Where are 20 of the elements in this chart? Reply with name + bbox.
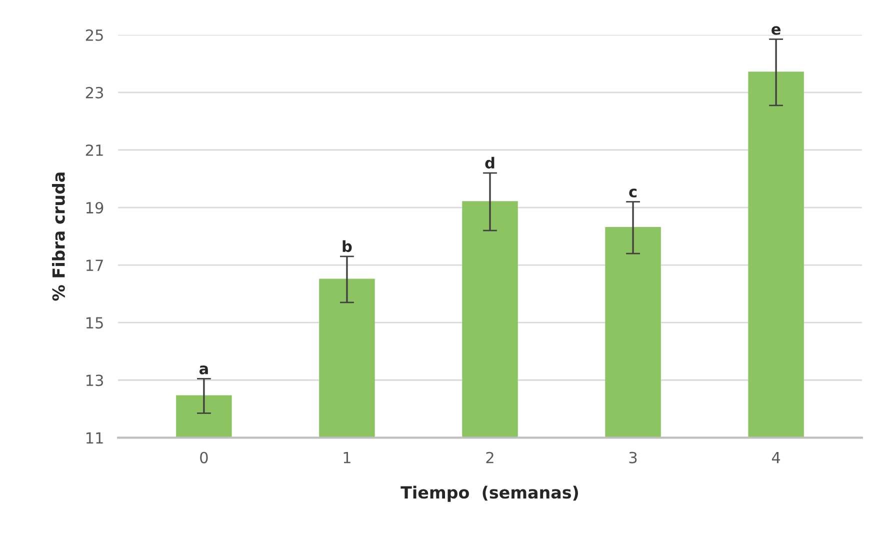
y-axis-title: % Fibra cruda — [52, 172, 65, 301]
y-tick-label: 25 — [86, 29, 103, 41]
x-tick-label: 0 — [200, 452, 208, 464]
x-tick-label: 1 — [344, 452, 350, 464]
annotation: a — [199, 366, 208, 374]
x-tick-label: 4 — [772, 452, 780, 464]
y-tick-label: 17 — [86, 260, 103, 271]
y-tick-label: 23 — [86, 86, 104, 98]
y-tick-label: 15 — [86, 317, 103, 329]
annotation: c — [629, 188, 637, 198]
y-tick-label: 21 — [86, 144, 103, 156]
y-tick-label: 11 — [86, 432, 103, 444]
annotation: b — [342, 240, 352, 252]
x-tick-label: 3 — [629, 452, 637, 464]
annotation: e — [772, 26, 780, 35]
y-tick-label: 19 — [86, 202, 104, 214]
y-tick-label: 13 — [86, 374, 104, 386]
x-axis-title: Tiempo (semanas) — [400, 486, 578, 502]
annotation: d — [485, 156, 494, 169]
x-tick-label: 2 — [486, 452, 494, 464]
